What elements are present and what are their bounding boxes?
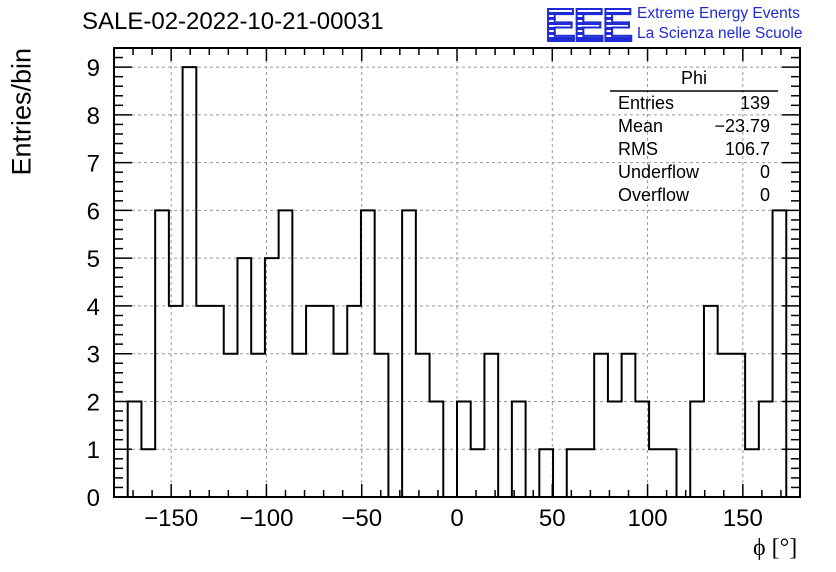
histogram-bar	[745, 449, 759, 497]
y-tick-label: 2	[87, 389, 100, 416]
logo-line-1: Extreme Energy Events	[637, 5, 800, 22]
y-tick-label: 1	[87, 437, 100, 464]
stats-name-entries: Entries	[618, 93, 675, 113]
histogram-bar	[622, 354, 636, 497]
histogram-bar	[580, 449, 594, 497]
y-tick-label: 3	[87, 342, 100, 369]
histogram-bar	[416, 354, 430, 497]
x-axis-label: ϕ [°]	[753, 535, 798, 561]
stats-name-rms: RMS	[618, 139, 658, 159]
histogram-bar	[663, 449, 677, 497]
y-tick-label: 9	[87, 55, 100, 82]
histogram-bar	[567, 449, 581, 497]
x-tick-label: −100	[239, 505, 293, 532]
stats-title: Phi	[680, 68, 707, 88]
y-tick-label: 0	[87, 485, 100, 512]
x-tick-label: −50	[341, 505, 382, 532]
stats-name-underflow: Underflow	[618, 162, 700, 182]
histogram-bar	[484, 354, 498, 497]
x-tick-label: 100	[628, 505, 668, 532]
grid-lines	[114, 48, 800, 497]
stats-value-overflow: 0	[759, 185, 770, 205]
tick-labels: −150 −100 −50 0 50 100 150 0 1 2 3 4 5 6 7 8 9	[87, 55, 763, 532]
stats-value-mean: −23.79	[714, 116, 770, 136]
histogram-bar	[539, 449, 553, 497]
histogram-bar	[471, 449, 485, 497]
histogram-bar	[224, 354, 238, 497]
x-tick-label: 0	[450, 505, 463, 532]
logo-line-2: La Scienza nelle Scuole	[637, 25, 803, 42]
histogram-bar	[251, 354, 265, 497]
y-tick-label: 6	[87, 198, 100, 225]
histogram-bar	[649, 449, 663, 497]
histogram-bar	[430, 401, 444, 497]
y-tick-label: 7	[87, 151, 100, 178]
histogram-bar	[594, 354, 608, 497]
histogram-bar	[183, 67, 197, 497]
y-tick-label: 8	[87, 103, 100, 130]
histogram-bar	[141, 449, 155, 497]
chart-title: SALE-02-2022-10-21-00031	[82, 8, 384, 35]
histogram-bar	[292, 354, 306, 497]
histogram-bar	[237, 258, 251, 497]
stats-value-underflow: 0	[759, 162, 770, 182]
histogram-bar	[718, 354, 732, 497]
stats-name-overflow: Overflow	[618, 185, 690, 205]
x-tick-label: −150	[144, 505, 198, 532]
stats-name-mean: Mean	[618, 116, 664, 136]
eee-logo: EEE	[544, 0, 634, 51]
histogram-bar	[334, 354, 348, 497]
x-tick-label: 50	[539, 505, 566, 532]
y-tick-label: 4	[87, 294, 100, 321]
y-tick-label: 5	[87, 246, 100, 273]
histogram-bar	[265, 258, 279, 497]
axis-ticks	[114, 48, 800, 498]
stats-value-rms: 106.7	[724, 139, 770, 159]
stats-value-entries: 139	[739, 93, 770, 113]
x-tick-label: 150	[723, 505, 763, 532]
histogram-bar	[375, 354, 389, 497]
